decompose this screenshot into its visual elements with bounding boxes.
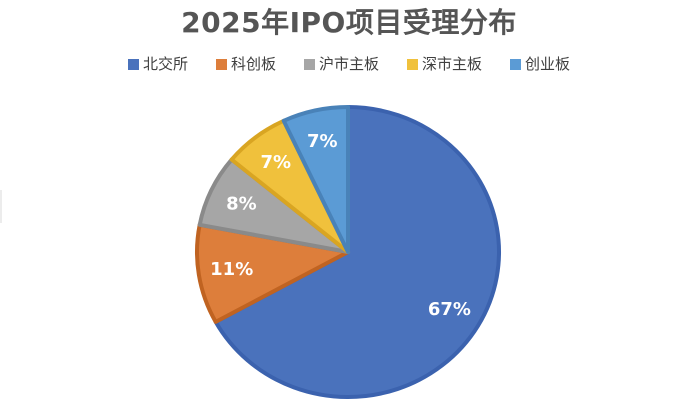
legend-label: 创业板 — [525, 55, 571, 73]
legend-label: 北交所 — [142, 55, 188, 73]
left-edge-artifact — [0, 190, 2, 223]
pie-slice-chinext — [281, 105, 350, 254]
pie-slice-label-beijing-stock-exchange: 67% — [428, 299, 471, 320]
chart-title: 2025年IPO项目受理分布 — [181, 6, 517, 39]
pie-slice-star-market — [194, 222, 350, 324]
legend-item-star-market: 科创板 — [215, 55, 276, 73]
legend-label: 深市主板 — [422, 55, 483, 73]
legend-swatch-icon — [127, 59, 139, 70]
pie-slice-label-shenzhen-main-board: 7% — [261, 152, 292, 173]
legend-item-chinext: 创业板 — [510, 57, 570, 72]
legend-item-shenzhen-main-board: 深市主板 — [407, 57, 482, 72]
pie-slice-label-chinext: 7% — [307, 131, 338, 152]
legend-swatch-icon — [407, 59, 418, 70]
pie-slice-label-shanghai-main-board: 8% — [226, 193, 257, 214]
pie-slice-label-star-market: 11% — [210, 259, 253, 280]
pie-slice-beijing-stock-exchange — [213, 105, 501, 399]
legend-label: 科创板 — [230, 55, 276, 73]
legend-label: 沪市主板 — [318, 55, 379, 73]
legend-swatch-icon — [510, 59, 522, 70]
legend-item-beijing-stock-exchange: 北交所 — [127, 55, 188, 73]
legend: 北交所 科创板 沪市主板 深市主板 创业板 — [0, 57, 698, 72]
legend-swatch-icon — [215, 59, 227, 70]
legend-item-shanghai-main-board: 沪市主板 — [303, 55, 379, 73]
legend-swatch-icon — [303, 59, 315, 70]
